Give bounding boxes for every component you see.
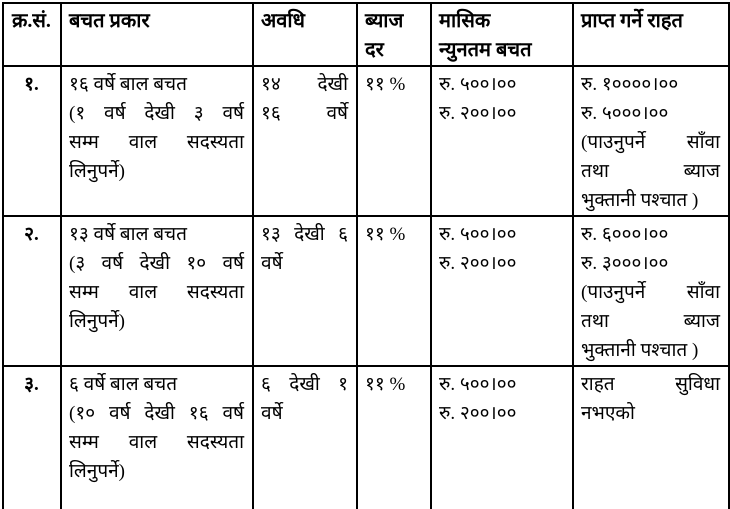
cell-line: रु. २००।००: [439, 253, 517, 274]
cell-monthly-minimum-saving: रु. ५००।०० रु. २००।००: [430, 215, 574, 367]
cell-line: (३ वर्ष देखी १० वर्ष: [69, 253, 244, 274]
header-label: अवधि: [261, 10, 305, 32]
cell-line: रु. १००००।००: [581, 74, 679, 95]
cell-line: वर्षे: [261, 403, 283, 424]
serial-number: २.: [24, 224, 39, 245]
cell-line: १३ वर्षे बाल बचत: [69, 224, 187, 245]
cell-line: तथा ब्याज: [581, 311, 720, 332]
cell-line: राहत सुविधा: [581, 374, 720, 395]
cell-interest-rate: ११ %: [356, 65, 432, 217]
cell-saving-type: ६ वर्षे बाल बचत (१० वर्ष देखी १६ वर्ष सम…: [60, 365, 254, 509]
cell-line: १३ देखी ६: [261, 224, 348, 245]
header-duration: अवधि: [252, 2, 358, 67]
table-row: १. १६ वर्षे बाल बचत (१ वर्ष देखी ३ वर्ष …: [2, 65, 730, 217]
cell-line: (पाउनुपर्ने साँवा: [581, 282, 720, 303]
cell-line: १४ देखी: [261, 74, 348, 95]
cell-relief: रु. १००००।०० रु. ५०००।०० (पाउनुपर्ने साँ…: [572, 65, 730, 217]
cell-line: ११ %: [365, 74, 406, 95]
cell-saving-type: १६ वर्षे बाल बचत (१ वर्ष देखी ३ वर्ष सम्…: [60, 65, 254, 217]
header-relief: प्राप्त गर्ने राहत: [572, 2, 730, 67]
cell-line: (१० वर्ष देखी १६ वर्ष: [69, 403, 244, 424]
cell-line: रु. २००।००: [439, 103, 517, 124]
cell-line: भुक्तानी पश्चात ): [581, 340, 699, 361]
cell-line: लिनुपर्ने): [69, 161, 126, 182]
serial-number: ३.: [24, 374, 39, 395]
cell-line: वर्षे: [261, 253, 283, 274]
header-saving-type: बचत प्रकार: [60, 2, 254, 67]
cell-line: लिनुपर्ने): [69, 461, 126, 482]
header-label-line: मासिक: [439, 10, 491, 32]
cell-duration: ६ देखी १ वर्षे: [252, 365, 358, 509]
cell-line: रु. ५००।००: [439, 374, 517, 395]
cell-serial-number: २.: [2, 215, 62, 367]
cell-line: सम्म वाल सदस्यता: [69, 432, 244, 453]
cell-duration: १४ देखी १६ वर्षे: [252, 65, 358, 217]
cell-line: ६ देखी १: [261, 374, 348, 395]
table-row: ३. ६ वर्षे बाल बचत (१० वर्ष देखी १६ वर्ष…: [2, 365, 730, 509]
cell-line: भुक्तानी पश्चात ): [581, 190, 699, 211]
cell-line: रु. २००।००: [439, 403, 517, 424]
header-monthly-minimum-saving: मासिक न्युनतम बचत: [430, 2, 574, 67]
cell-line: ६ वर्षे बाल बचत: [69, 374, 178, 395]
cell-monthly-minimum-saving: रु. ५००।०० रु. २००।००: [430, 365, 574, 509]
cell-line: ११ %: [365, 224, 406, 245]
header-label: क्र.सं.: [12, 10, 51, 32]
header-label-line: ब्याज: [365, 10, 404, 32]
cell-serial-number: ३.: [2, 365, 62, 509]
cell-line: ११ %: [365, 374, 406, 395]
cell-duration: १३ देखी ६ वर्षे: [252, 215, 358, 367]
table-row: २. १३ वर्षे बाल बचत (३ वर्ष देखी १० वर्ष…: [2, 215, 730, 367]
header-label: प्राप्त गर्ने राहत: [581, 10, 683, 32]
cell-line: लिनुपर्ने): [69, 311, 126, 332]
cell-line: (१ वर्ष देखी ३ वर्ष: [69, 103, 244, 124]
cell-line: रु. ५००।००: [439, 224, 517, 245]
cell-line: तथा ब्याज: [581, 161, 720, 182]
cell-line: (पाउनुपर्ने साँवा: [581, 132, 720, 153]
header-serial-number: क्र.सं.: [2, 2, 62, 67]
cell-line: नभएको: [581, 403, 635, 424]
cell-serial-number: १.: [2, 65, 62, 217]
cell-line: सम्म वाल सदस्यता: [69, 132, 244, 153]
cell-interest-rate: ११ %: [356, 215, 432, 367]
header-label-line: दर: [365, 39, 384, 61]
cell-relief: राहत सुविधा नभएको: [572, 365, 730, 509]
header-label: बचत प्रकार: [69, 10, 150, 32]
table-header-row: क्र.सं. बचत प्रकार अवधि ब्याज दर मासिक न…: [2, 2, 730, 67]
cell-line: रु. ५०००।००: [581, 103, 669, 124]
header-interest-rate: ब्याज दर: [356, 2, 432, 67]
serial-number: १.: [24, 74, 39, 95]
cell-line: १६ वर्षे बाल बचत: [69, 74, 187, 95]
cell-interest-rate: ११ %: [356, 365, 432, 509]
cell-line: रु. ५००।००: [439, 74, 517, 95]
cell-line: रु. ६०००।००: [581, 224, 669, 245]
cell-relief: रु. ६०००।०० रु. ३०००।०० (पाउनुपर्ने साँव…: [572, 215, 730, 367]
header-label-line: न्युनतम बचत: [439, 39, 532, 61]
cell-line: १६ वर्षे: [261, 103, 348, 124]
cell-line: सम्म वाल सदस्यता: [69, 282, 244, 303]
cell-line: रु. ३०००।००: [581, 253, 669, 274]
cell-saving-type: १३ वर्षे बाल बचत (३ वर्ष देखी १० वर्ष सम…: [60, 215, 254, 367]
cell-monthly-minimum-saving: रु. ५००।०० रु. २००।००: [430, 65, 574, 217]
